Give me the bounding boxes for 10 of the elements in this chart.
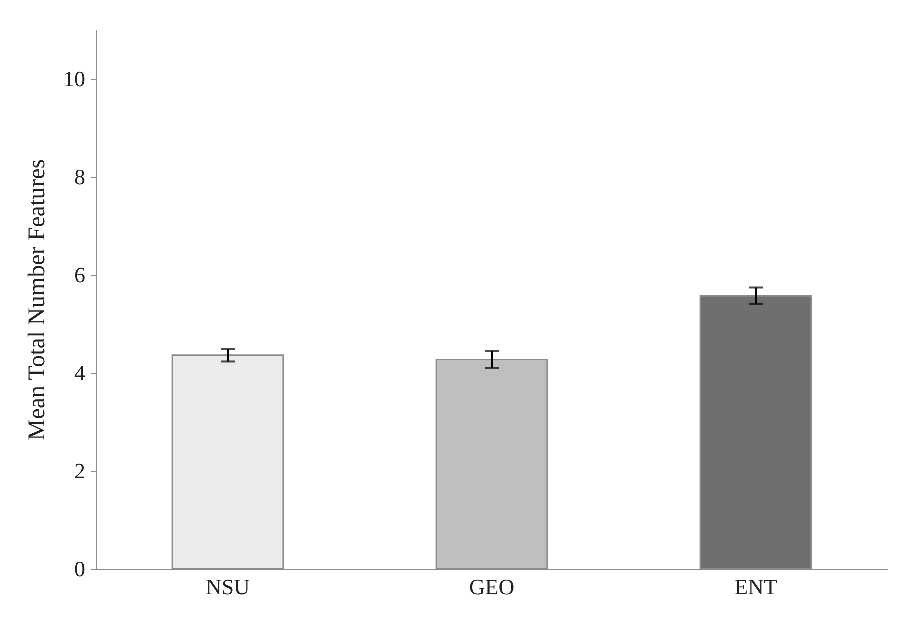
x-tick-label: ENT xyxy=(734,574,778,600)
y-tick-label: 4 xyxy=(74,360,86,386)
x-tick-label: NSU xyxy=(206,574,250,600)
y-tick-label: 8 xyxy=(74,164,86,190)
y-tick-label: 6 xyxy=(74,262,86,288)
y-axis-title: Mean Total Number Features xyxy=(24,159,50,441)
y-tick-label: 2 xyxy=(74,458,86,484)
x-tick-label: GEO xyxy=(469,574,515,600)
y-tick-label: 10 xyxy=(64,66,86,92)
y-tick-label: 0 xyxy=(74,556,86,582)
